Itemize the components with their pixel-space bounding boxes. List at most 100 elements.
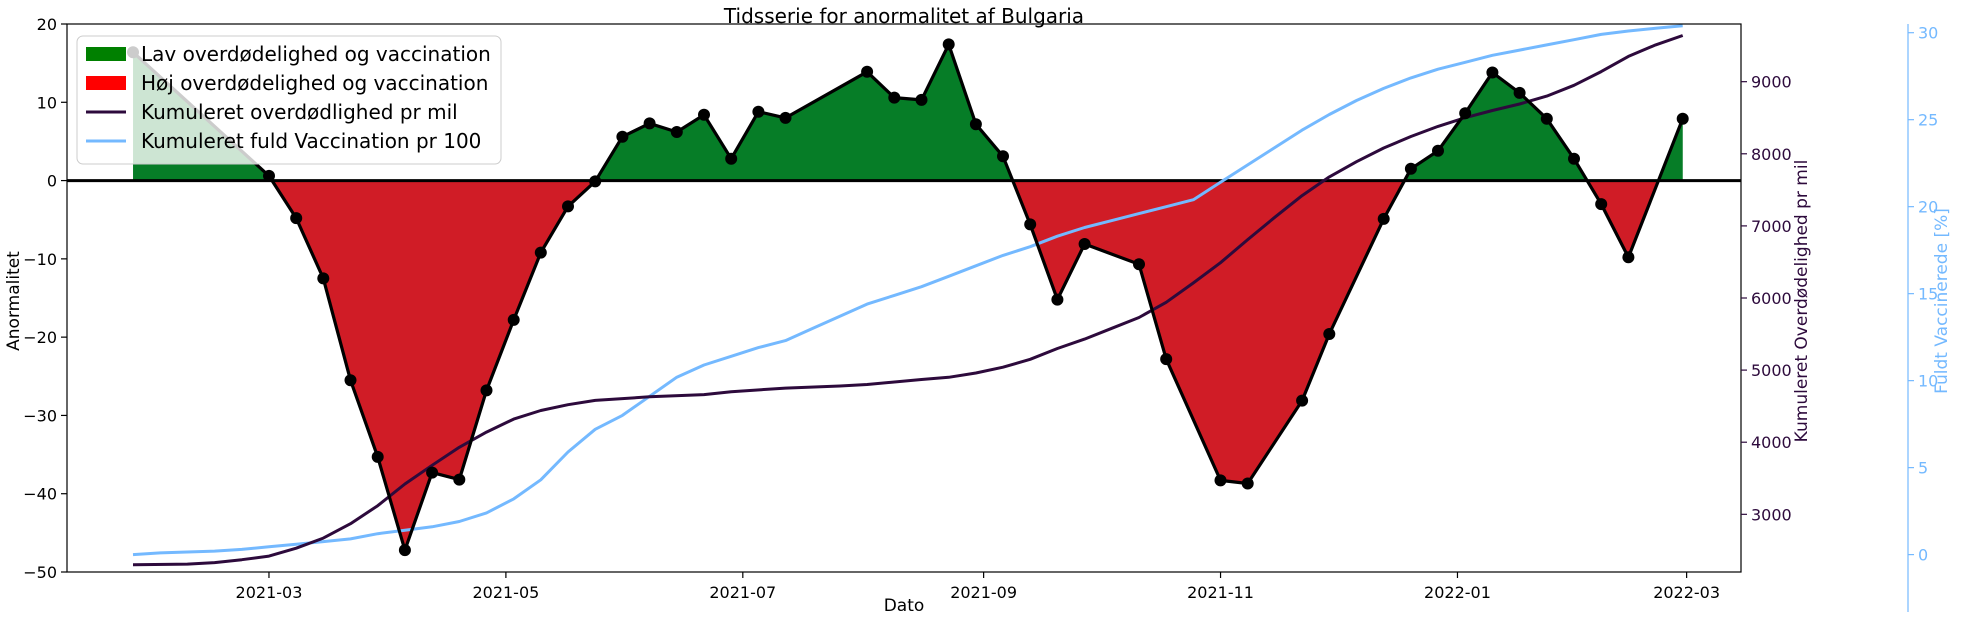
y-left-tick-label: −30 — [23, 406, 57, 425]
x-tick-label: 2022-01 — [1424, 583, 1491, 602]
anomaly-point — [997, 150, 1009, 163]
anomaly-point — [779, 111, 792, 124]
x-tick-label: 2022-03 — [1653, 583, 1720, 602]
anomaly-point — [1323, 328, 1336, 340]
y-right-tick-label: 9000 — [1751, 73, 1792, 92]
anomaly-point — [589, 175, 602, 188]
anomaly-point — [1595, 198, 1608, 211]
y-right2-tick-label: 10 — [1918, 372, 1938, 391]
positive-anomaly-region — [1404, 72, 1588, 181]
anomaly-point — [861, 65, 874, 78]
anomaly-points — [127, 38, 1689, 557]
x-tick-label: 2021-07 — [709, 583, 776, 602]
anomaly-point — [1296, 394, 1309, 407]
anomaly-point — [1486, 66, 1499, 79]
anomaly-point — [398, 544, 411, 557]
anomaly-point — [290, 212, 303, 225]
legend-label: Høj overdødelighed og vaccination — [141, 71, 488, 95]
y-right-tick-label: 3000 — [1751, 505, 1792, 524]
anomaly-point — [969, 118, 982, 131]
excess-mortality-line — [132, 34, 1684, 567]
y-left-tick-label: 10 — [37, 93, 57, 112]
legend-label: Kumuleret fuld Vaccination pr 100 — [141, 129, 481, 153]
y-right-tick-label: 5000 — [1751, 361, 1792, 380]
anomaly-point — [1133, 258, 1145, 271]
anomaly-point — [1214, 474, 1227, 487]
y-right-tick-label: 8000 — [1751, 145, 1792, 164]
legend-box — [76, 35, 502, 165]
anomaly-point — [752, 105, 765, 118]
y-axis-right2: 0 5 10 15 20 25 30 — [1907, 24, 1938, 612]
anomaly-point — [507, 313, 520, 326]
anomaly-point — [725, 152, 738, 165]
positive-anomaly-region — [595, 44, 1013, 181]
anomaly-point — [888, 91, 901, 104]
anomaly-point — [698, 108, 710, 121]
legend: Lav overdødelighed og vaccination Høj ove… — [76, 35, 502, 165]
y-left-tick-label: −40 — [23, 485, 57, 504]
x-tick-label: 2021-05 — [472, 583, 539, 602]
y-axis-right: 3000 4000 5000 6000 7000 8000 9000 — [1741, 73, 1792, 524]
anomaly-point — [534, 246, 547, 259]
legend-swatch — [86, 76, 126, 90]
y-right-tick-label: 4000 — [1751, 433, 1792, 452]
anomaly-point — [670, 126, 683, 138]
anomaly-point — [643, 117, 656, 130]
vaccination-line — [132, 24, 1683, 557]
anomaly-point — [263, 169, 275, 182]
plot-area — [66, 23, 1742, 573]
anomaly-point — [1432, 144, 1444, 157]
y-left-tick-label: 20 — [37, 15, 57, 34]
negative-anomaly-region — [1012, 180, 1405, 484]
x-tick-label: 2021-11 — [1187, 583, 1254, 602]
y-axis-left: 20 10 0 −10 −20 −30 −40 −50 — [23, 15, 67, 582]
y-axis-right2-label: Fuldt Vaccinerede [%] — [1932, 208, 1952, 394]
y-left-tick-label: −10 — [23, 250, 57, 269]
anomaly-point — [562, 200, 574, 213]
anomaly-point — [344, 374, 357, 387]
anomaly-point — [1676, 112, 1689, 125]
anomaly-point — [1404, 162, 1417, 175]
anomaly-point — [1241, 477, 1254, 490]
anomaly-point — [1568, 152, 1580, 165]
y-right2-tick-label: 20 — [1918, 198, 1938, 217]
anomaly-point — [453, 473, 466, 486]
legend-label: Kumuleret overdødlighed pr mil — [141, 100, 458, 124]
anomaly-point — [1459, 107, 1472, 120]
x-axis-label: Dato — [884, 596, 925, 616]
anomaly-point — [1024, 218, 1037, 231]
y-axis-left-label: Anormalitet — [4, 251, 24, 351]
anomaly-point — [480, 384, 493, 397]
anomaly-point — [1051, 293, 1064, 306]
y-right2-tick-label: 15 — [1918, 285, 1938, 304]
anomaly-point — [1513, 86, 1526, 99]
y-right2-tick-label: 25 — [1918, 111, 1938, 130]
anomaly-point — [1622, 251, 1635, 264]
y-right-tick-label: 6000 — [1751, 289, 1792, 308]
y-left-tick-label: −20 — [23, 328, 57, 347]
negative-anomaly-region — [271, 180, 596, 551]
y-right2-tick-label: 0 — [1918, 546, 1928, 565]
y-right-tick-label: 7000 — [1751, 217, 1792, 236]
x-tick-label: 2021-09 — [950, 583, 1017, 602]
x-tick-label: 2021-03 — [236, 583, 303, 602]
anomaly-point — [915, 93, 928, 106]
y-right2-tick-label: 5 — [1918, 459, 1928, 478]
anomaly-point — [1078, 238, 1091, 250]
anomaly-point — [1540, 112, 1553, 125]
anomaly-point — [426, 466, 439, 479]
legend-swatch — [86, 47, 126, 61]
anomaly-point — [616, 130, 629, 143]
y-right2-tick-label: 30 — [1918, 24, 1938, 43]
anomaly-point — [371, 450, 384, 463]
anomaly-point — [1160, 353, 1173, 366]
y-left-tick-label: −50 — [23, 563, 57, 582]
y-left-tick-label: 0 — [47, 172, 57, 191]
x-axis: 2021-03 2021-05 2021-07 2021-09 2021-11 2022-… — [236, 572, 1720, 602]
legend-label: Lav overdødelighed og vaccination — [141, 42, 491, 66]
y-axis-right-label: Kumuleret Overdødelighed pr mil — [1792, 160, 1812, 443]
anomaly-point — [942, 38, 955, 51]
anomaly-point — [1377, 212, 1390, 225]
anomaly-point — [317, 272, 330, 285]
